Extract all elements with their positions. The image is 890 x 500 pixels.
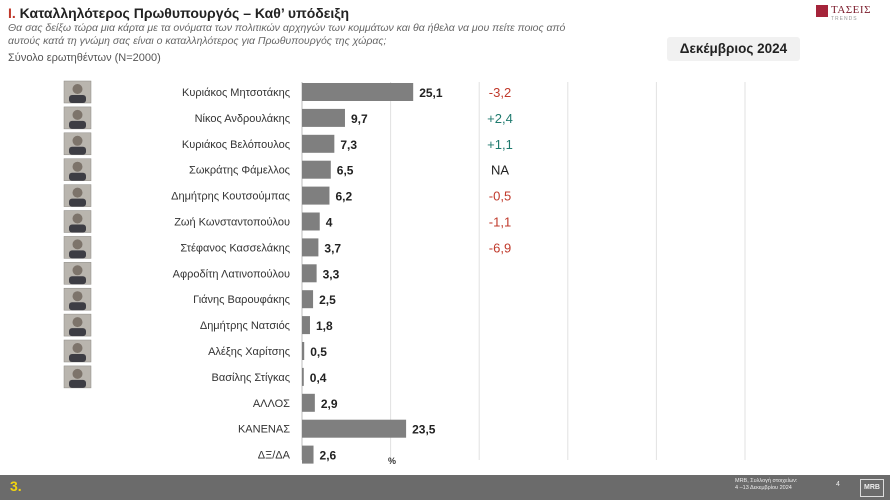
photo-body-icon — [69, 250, 86, 259]
category-label: Κυριάκος Βελόπουλος — [182, 139, 290, 151]
value-label: 2,9 — [321, 397, 338, 411]
bar — [302, 108, 345, 127]
value-label: 0,5 — [310, 345, 327, 359]
value-label: 0,4 — [310, 371, 327, 385]
mrb-logo: MRB — [860, 479, 884, 497]
footer-bar: 3. MRB, Συλλογή στοιχείων: 4 –13 Δεκεμβρ… — [0, 475, 890, 500]
photo-head-icon — [72, 187, 83, 198]
value-label: 2,5 — [319, 293, 336, 307]
bar — [302, 134, 335, 153]
category-label: Αλέξης Χαρίτσης — [208, 346, 290, 358]
category-label: ΑΛΛΟΣ — [253, 398, 290, 410]
bar — [302, 160, 331, 179]
change-label: +2,4 — [487, 111, 513, 126]
photo-head-icon — [72, 343, 83, 353]
bar — [302, 393, 315, 412]
photo-body-icon — [69, 379, 86, 388]
bar — [302, 83, 414, 101]
photo-head-icon — [72, 213, 83, 224]
sample-size: Σύνολο ερωτηθέντων (Ν=2000) — [8, 52, 161, 64]
change-label: -3,2 — [489, 85, 511, 100]
photo-body-icon — [69, 198, 86, 207]
category-label: Αφροδίτη Λατινοπούλου — [173, 268, 290, 280]
bar — [302, 186, 330, 205]
section-number: I. — [8, 5, 16, 21]
question-text: Θα σας δείξω τώρα μια κάρτα με τα ονόματ… — [8, 22, 566, 47]
source-line-2: 4 –13 Δεκεμβρίου 2024 — [735, 485, 792, 491]
photo-head-icon — [72, 84, 83, 94]
value-label: 6,2 — [335, 190, 352, 204]
photo-head-icon — [72, 135, 83, 146]
photo-body-icon — [69, 120, 86, 129]
value-label: 23,5 — [412, 423, 436, 437]
date-badge: Δεκέμβριος 2024 — [667, 37, 800, 61]
logo-mark-icon — [816, 5, 828, 17]
bar — [302, 419, 407, 438]
logo-text: ΤΑΣΕΙΣ — [831, 4, 871, 16]
photo-head-icon — [72, 161, 83, 172]
value-label: 7,3 — [340, 138, 357, 152]
bar — [302, 212, 320, 231]
logo-subtext: TRENDS — [831, 16, 858, 22]
bar — [302, 238, 319, 257]
category-label: Βασίλης Στίγκας — [212, 372, 291, 384]
source-note: MRB, Συλλογή στοιχείων: 4 –13 Δεκεμβρίου… — [735, 478, 835, 492]
photo-body-icon — [69, 302, 86, 311]
change-label: -1,1 — [489, 215, 511, 230]
photo-body-icon — [69, 146, 86, 155]
photo-body-icon — [69, 354, 86, 362]
photo-head-icon — [72, 109, 83, 120]
category-label: Σωκράτης Φάμελλος — [189, 165, 290, 177]
category-label: Δημήτρης Κουτσούμπας — [171, 191, 290, 203]
source-line-1: MRB, Συλλογή στοιχείων: — [735, 478, 798, 484]
photo-body-icon — [69, 95, 86, 103]
bar — [302, 264, 317, 283]
taseis-logo: ΤΑΣΕΙΣ TRENDS — [816, 4, 878, 25]
photo-head-icon — [72, 291, 83, 302]
bar — [302, 290, 314, 309]
category-label: Κυριάκος Μητσοτάκης — [182, 87, 290, 99]
page-number: 4 — [836, 481, 840, 488]
category-label: Στέφανος Κασσελάκης — [180, 242, 290, 254]
bar-chart: Κυριάκος Μητσοτάκης 25,1 -3,2 Νίκος Ανδρουλ… — [63, 80, 746, 466]
photo-body-icon — [69, 172, 86, 181]
photo-body-icon — [69, 224, 86, 233]
category-label: ΚΑΝΕΝΑΣ — [238, 424, 290, 436]
value-label: 3,7 — [324, 241, 341, 255]
photo-head-icon — [72, 239, 83, 250]
change-label: -0,5 — [489, 189, 511, 204]
bar — [302, 342, 305, 360]
value-label: 2,6 — [320, 449, 337, 463]
value-label: 25,1 — [419, 86, 443, 100]
change-label: +1,1 — [487, 137, 513, 152]
x-axis-label: % — [388, 456, 396, 466]
category-label: Δημήτρης Νατσιός — [200, 320, 290, 332]
category-label: ΔΞ/ΔΑ — [258, 450, 291, 462]
value-label: 1,8 — [316, 319, 333, 333]
photo-body-icon — [69, 328, 86, 337]
slide-number: 3. — [10, 478, 22, 494]
photo-head-icon — [72, 368, 83, 379]
photo-head-icon — [72, 265, 83, 276]
category-label: Γιάνης Βαρουφάκης — [193, 294, 290, 306]
bar — [302, 316, 310, 335]
bar — [302, 367, 304, 386]
title-text: Καταλληλότερος Πρωθυπουργός – Καθ’ υπόδε… — [19, 5, 350, 21]
value-label: 4 — [326, 216, 333, 230]
category-label: Ζωή Κωνσταντοπούλου — [174, 217, 290, 229]
change-label: NA — [491, 163, 509, 178]
change-label: -6,9 — [489, 240, 511, 255]
value-label: 6,5 — [337, 164, 354, 178]
photo-head-icon — [72, 317, 83, 328]
slide-title: I. Καταλληλότερος Πρωθυπουργός – Καθ’ υπ… — [8, 5, 349, 21]
category-label: Νίκος Ανδρουλάκης — [195, 113, 290, 125]
value-label: 3,3 — [323, 267, 340, 281]
photo-body-icon — [69, 276, 86, 285]
bar — [302, 445, 314, 464]
value-label: 9,7 — [351, 112, 368, 126]
